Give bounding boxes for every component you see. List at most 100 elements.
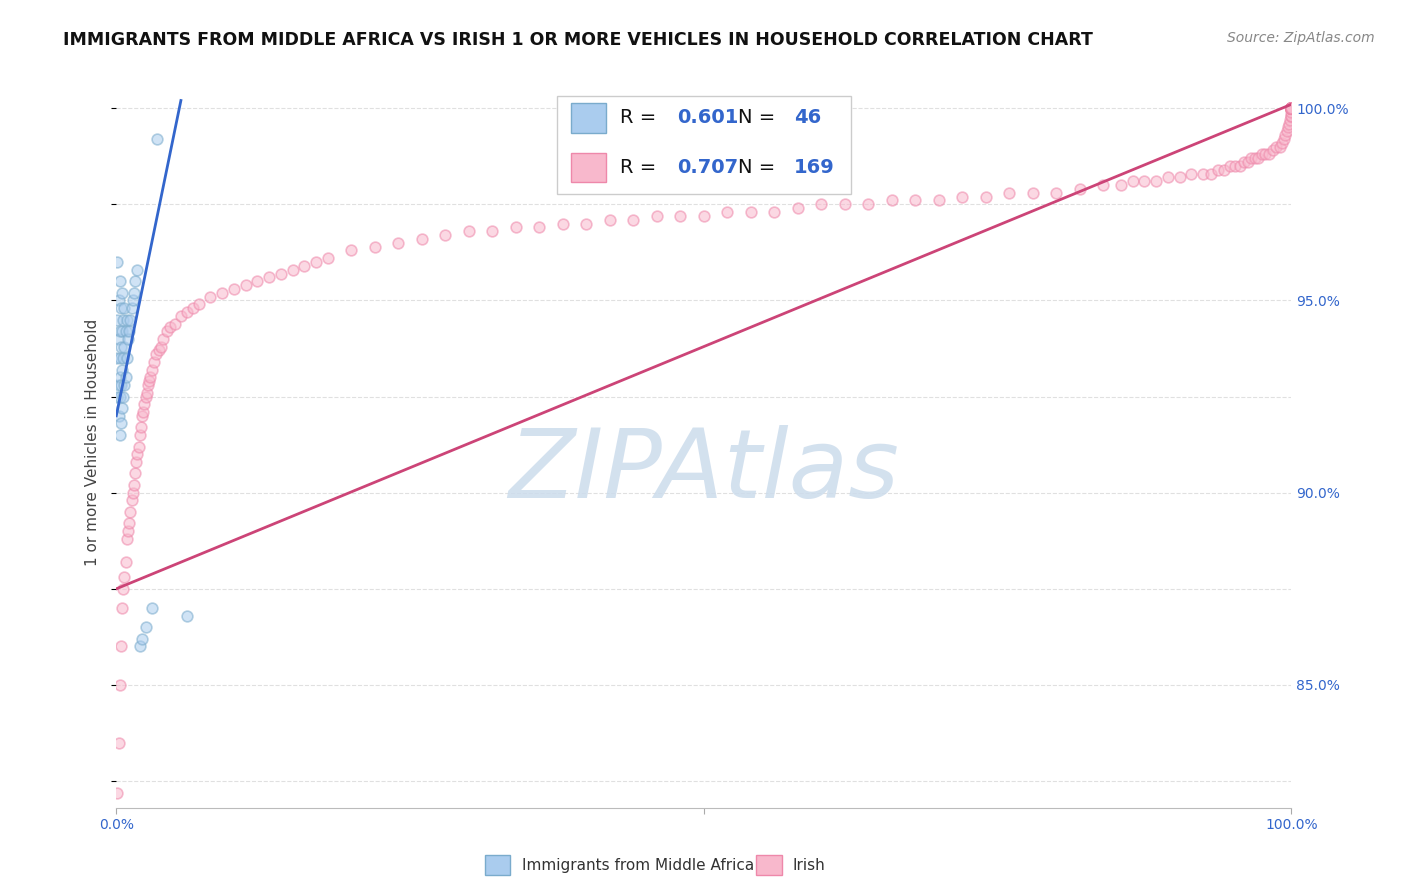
Point xyxy=(139,370,162,384)
Point xyxy=(1219,159,1241,173)
Point xyxy=(1092,178,1115,193)
Point xyxy=(111,324,134,338)
Point xyxy=(1272,132,1295,146)
Point xyxy=(112,312,135,326)
Point xyxy=(1192,167,1215,181)
Text: 0.707: 0.707 xyxy=(676,158,738,177)
Point xyxy=(145,347,167,361)
Point xyxy=(121,485,143,500)
Point xyxy=(1279,101,1302,115)
Point xyxy=(122,285,145,300)
Point xyxy=(1247,151,1270,165)
Point xyxy=(148,343,170,358)
Text: Irish: Irish xyxy=(793,858,825,872)
Point xyxy=(1208,162,1230,177)
Point xyxy=(1237,155,1260,169)
Point xyxy=(110,340,132,354)
Point xyxy=(176,305,198,319)
Point xyxy=(132,405,155,419)
Text: N =: N = xyxy=(738,109,782,128)
Point xyxy=(112,582,135,596)
Point xyxy=(1279,101,1302,115)
Point xyxy=(1133,174,1156,188)
Point xyxy=(810,197,832,211)
Point xyxy=(107,786,129,800)
Point xyxy=(127,262,149,277)
Point xyxy=(1258,147,1281,161)
Point xyxy=(107,390,129,404)
Point xyxy=(529,220,551,235)
Point xyxy=(387,235,409,250)
Text: N =: N = xyxy=(738,158,782,177)
Point xyxy=(1022,186,1045,200)
Point xyxy=(1268,139,1291,153)
Point xyxy=(114,340,136,354)
Point xyxy=(645,209,668,223)
Point xyxy=(834,197,856,211)
Point xyxy=(858,197,880,211)
Text: IMMIGRANTS FROM MIDDLE AFRICA VS IRISH 1 OR MORE VEHICLES IN HOUSEHOLD CORRELATI: IMMIGRANTS FROM MIDDLE AFRICA VS IRISH 1… xyxy=(63,31,1092,49)
Point xyxy=(1254,147,1277,161)
Point xyxy=(176,608,198,623)
Point xyxy=(998,186,1021,200)
Point xyxy=(129,420,152,434)
Point xyxy=(1279,101,1302,115)
Point xyxy=(786,201,808,215)
Point xyxy=(1213,162,1236,177)
Point xyxy=(142,355,165,369)
Point xyxy=(1279,101,1302,115)
Text: 46: 46 xyxy=(794,109,821,128)
Point xyxy=(1279,101,1302,115)
Point xyxy=(138,374,160,388)
Point xyxy=(111,362,134,376)
Point xyxy=(1279,101,1302,115)
Point xyxy=(121,301,143,315)
Point xyxy=(1279,101,1302,115)
Text: Immigrants from Middle Africa: Immigrants from Middle Africa xyxy=(522,858,754,872)
Point xyxy=(740,205,762,219)
Point xyxy=(163,317,186,331)
Point xyxy=(114,301,136,315)
Point xyxy=(1279,101,1302,115)
Point xyxy=(1279,112,1302,127)
Point xyxy=(1279,109,1302,123)
Point xyxy=(1279,101,1302,115)
Point xyxy=(1279,101,1302,115)
Point xyxy=(141,601,163,615)
Point xyxy=(112,351,135,365)
Point xyxy=(1279,101,1302,115)
Point xyxy=(108,678,131,692)
Point xyxy=(117,332,139,346)
Point xyxy=(108,370,131,384)
Point xyxy=(181,301,204,315)
Point xyxy=(1279,101,1302,115)
Point xyxy=(1279,101,1302,115)
Point xyxy=(107,312,129,326)
Point xyxy=(1279,101,1302,115)
Point xyxy=(1279,101,1302,115)
Point xyxy=(120,505,142,519)
Point xyxy=(1122,174,1144,188)
Point xyxy=(122,478,145,492)
Point xyxy=(1279,105,1302,120)
Point xyxy=(1279,101,1302,115)
Point xyxy=(1279,101,1302,115)
Point xyxy=(114,378,136,392)
Point xyxy=(411,232,433,246)
Point xyxy=(115,351,138,365)
Point xyxy=(187,297,209,311)
Point xyxy=(364,239,387,253)
Point xyxy=(928,194,950,208)
Point xyxy=(257,270,280,285)
Point xyxy=(1109,178,1132,193)
Point xyxy=(669,209,692,223)
Point xyxy=(281,262,304,277)
Point xyxy=(110,378,132,392)
Point xyxy=(1279,101,1302,115)
Point xyxy=(152,332,174,346)
Point xyxy=(1279,101,1302,115)
Point xyxy=(149,340,172,354)
Point xyxy=(114,555,136,569)
Point xyxy=(1279,101,1302,115)
FancyBboxPatch shape xyxy=(557,95,851,194)
